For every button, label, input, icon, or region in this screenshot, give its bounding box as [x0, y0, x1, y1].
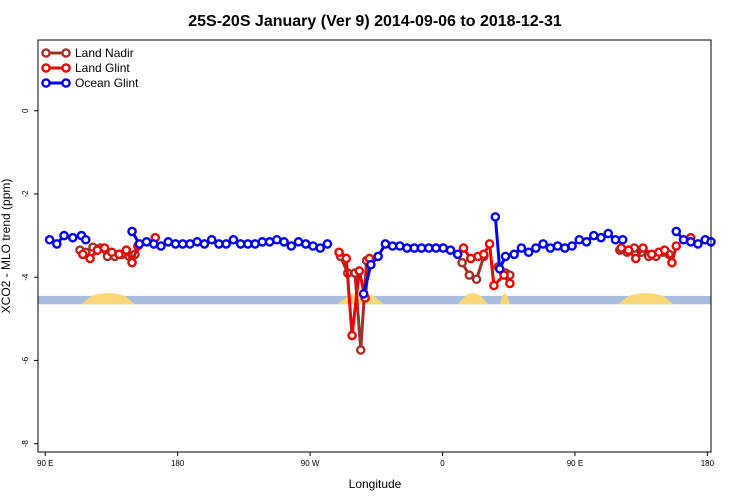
series-land-glint	[78, 232, 696, 341]
x-axis: 90 E 180 90 W 0 90 E 180	[37, 452, 715, 468]
data-point-2-3-11	[567, 241, 577, 251]
data-point-1-2-2	[347, 330, 357, 341]
y-tick-label-0: 0	[21, 108, 30, 113]
x-axis-label: Longitude	[349, 477, 402, 491]
data-point-2-0-1	[52, 239, 62, 249]
series-ocean-glint	[44, 212, 716, 299]
data-point-2-1-0	[127, 226, 137, 237]
data-point-2-3-15	[596, 232, 606, 243]
data-point-2-1-22	[286, 241, 297, 251]
data-point-1-2-3	[354, 266, 365, 276]
data-point-2-1-4	[156, 241, 166, 251]
x-tick-label-3: 0	[440, 459, 445, 468]
land-band-segment-4	[618, 292, 674, 305]
legend-label-1: Land Glint	[75, 61, 130, 75]
data-point-0-2-0	[457, 257, 467, 268]
data-point-1-3-7	[505, 278, 515, 289]
y-tick-label-4: -8	[21, 440, 30, 448]
legend-label-0: Land Nadir	[75, 46, 134, 60]
data-point-2-1-14	[228, 234, 239, 245]
legend-marker-right-0	[61, 48, 71, 58]
data-point-2-3-18	[617, 234, 628, 245]
data-point-2-2-2	[373, 251, 383, 262]
data-point-2-0-5	[80, 234, 91, 245]
y-axis: 0 -2 -4 -6 -8	[21, 108, 38, 447]
data-point-2-3-0	[490, 212, 501, 222]
data-point-1-0-3	[99, 243, 110, 253]
data-point-2-3-4	[516, 243, 527, 253]
data-point-1-4-6	[659, 245, 670, 255]
data-point-2-1-26	[315, 243, 326, 253]
data-point-1-0-0	[78, 249, 88, 260]
data-point-1-2-1	[341, 253, 352, 264]
data-point-1-3-3	[478, 249, 489, 260]
land-band-segment-3	[499, 292, 510, 305]
data-point-2-1-10	[199, 239, 210, 249]
data-point-1-3-0	[458, 243, 469, 253]
data-point-2-3-13	[581, 237, 592, 247]
y-tick-label-2: -4	[21, 273, 30, 281]
data-point-2-1-13	[221, 239, 231, 249]
data-point-1-0-5	[114, 249, 124, 260]
data-point-2-1-11	[206, 234, 217, 245]
data-point-1-4-3	[638, 243, 648, 253]
y-tick-label-3: -6	[21, 356, 30, 364]
data-point-1-0-1	[85, 253, 95, 264]
data-point-1-4-8	[671, 241, 682, 251]
y-axis-label: XCO2 - MLO trend (ppm)	[0, 179, 13, 314]
legend-marker-left-1	[41, 63, 51, 73]
data-point-0-2-1	[464, 270, 475, 280]
land-ocean-band	[38, 292, 711, 305]
land-band-segment-0	[81, 292, 135, 305]
legend-label-2: Ocean Glint	[75, 76, 139, 90]
data-point-2-3-3	[509, 249, 519, 260]
x-tick-label-1: 180	[171, 459, 185, 468]
data-point-2-3-7	[538, 239, 548, 249]
legend-marker-left-0	[41, 48, 51, 58]
legend-marker-right-1	[61, 63, 71, 73]
data-point-2-0-2	[59, 230, 69, 241]
data-point-2-2-0	[358, 289, 369, 299]
data-point-2-3-16	[603, 228, 614, 239]
plot-frame	[37, 39, 712, 453]
data-point-2-2-12	[445, 245, 456, 255]
data-point-1-4-2	[630, 253, 641, 264]
data-point-1-4-1	[623, 245, 634, 255]
data-point-2-3-5	[523, 247, 534, 258]
data-point-1-3-4	[484, 239, 495, 249]
data-point-1-4-7	[667, 257, 677, 268]
data-point-2-4-3	[693, 239, 703, 249]
y-tick-label-1: -2	[21, 190, 30, 198]
data-point-2-1-27	[322, 239, 333, 249]
data-point-2-0-3	[67, 232, 78, 243]
legend-marker-right-2	[61, 78, 71, 88]
data-point-2-2-13	[452, 249, 463, 260]
data-point-2-0-0	[44, 234, 55, 245]
data-point-1-3-6	[499, 270, 509, 280]
data-point-2-2-1	[366, 259, 376, 270]
x-tick-label-0: 90 E	[37, 459, 53, 468]
chart-title: 25S-20S January (Ver 9) 2014-09-06 to 20…	[188, 13, 562, 30]
data-point-1-0-6	[121, 245, 132, 255]
x-tick-label-2: 90 W	[301, 459, 320, 468]
series-layer	[44, 212, 716, 355]
data-point-0-2-2	[471, 274, 482, 285]
data-point-1-3-5	[489, 280, 499, 291]
data-point-2-3-6	[531, 243, 541, 253]
data-point-2-4-0	[671, 226, 682, 237]
data-point-1-2-0	[334, 247, 344, 258]
x-tick-label-5: 180	[701, 459, 715, 468]
data-point-1-0-7	[127, 257, 137, 268]
legend-marker-left-2	[41, 78, 51, 88]
x-tick-label-4: 90 E	[567, 459, 583, 468]
data-point-2-3-2	[500, 251, 511, 262]
land-band-segment-2	[457, 292, 489, 305]
data-point-2-3-1	[494, 264, 505, 274]
data-point-0-1-3	[355, 345, 366, 355]
data-point-2-1-21	[279, 237, 289, 247]
